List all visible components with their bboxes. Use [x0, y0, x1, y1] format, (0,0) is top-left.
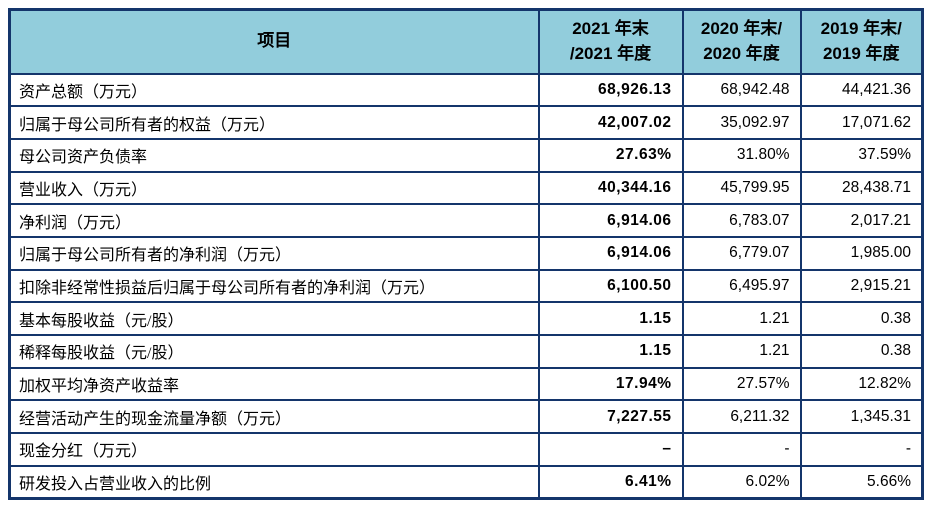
value-2020: 1.21 — [681, 334, 802, 369]
header-2019-column: 2019 年末/ 2019 年度 — [799, 8, 924, 75]
value-2019: 17,071.62 — [799, 105, 924, 140]
table-row: 净利润（万元） 6,914.06 6,783.07 2,017.21 — [8, 203, 924, 238]
value-2020: 6,211.32 — [681, 399, 802, 435]
value-2019: 28,438.71 — [799, 170, 924, 206]
value-2019: 0.38 — [799, 301, 924, 336]
value-2021: 40,344.16 — [537, 170, 684, 206]
table-row: 资产总额（万元） 68,926.13 68,942.48 44,421.36 — [8, 72, 924, 108]
row-label: 扣除非经常性损益后归属于母公司所有者的净利润（万元） — [8, 268, 540, 304]
row-label: 研发投入占营业收入的比例 — [8, 464, 540, 500]
table-row: 归属于母公司所有者的净利润（万元） 6,914.06 6,779.07 1,985.0… — [8, 235, 924, 271]
value-2021: 17.94% — [537, 366, 684, 402]
value-2021: 27.63% — [537, 137, 684, 173]
value-2021: 6,914.06 — [537, 203, 684, 238]
value-2019: 12.82% — [799, 366, 924, 402]
value-2021: 1.15 — [537, 334, 684, 369]
value-2020: 6,779.07 — [681, 235, 802, 271]
value-2020: 35,092.97 — [681, 105, 802, 140]
table-row: 基本每股收益（元/股） 1.15 1.21 0.38 — [8, 301, 924, 336]
value-2019: - — [799, 432, 924, 467]
value-2020: 6.02% — [681, 464, 802, 500]
value-2020: 6,783.07 — [681, 203, 802, 238]
value-2019: 0.38 — [799, 334, 924, 369]
value-2020: - — [681, 432, 802, 467]
row-label: 母公司资产负债率 — [8, 137, 540, 173]
header-row: 项目 2021 年末 /2021 年度 2020 年末/ 2020 年度 201… — [8, 8, 924, 75]
value-2019: 37.59% — [799, 137, 924, 173]
value-2019: 44,421.36 — [799, 72, 924, 108]
header-item-label: 项目 — [257, 31, 292, 51]
value-2020: 45,799.95 — [681, 170, 802, 206]
header-2020-line1: 2020 年末/ — [700, 19, 783, 39]
value-2021: 68,926.13 — [537, 72, 684, 108]
value-2021: – — [537, 432, 684, 467]
value-2020: 68,942.48 — [681, 72, 802, 108]
row-label: 稀释每股收益（元/股） — [8, 334, 540, 369]
value-2019: 2,915.21 — [799, 268, 924, 304]
value-2021: 42,007.02 — [537, 105, 684, 140]
value-2019: 1,345.31 — [799, 399, 924, 435]
row-label: 净利润（万元） — [8, 203, 540, 238]
row-label: 资产总额（万元） — [8, 72, 540, 108]
table-row: 加权平均净资产收益率 17.94% 27.57% 12.82% — [8, 366, 924, 402]
value-2020: 6,495.97 — [681, 268, 802, 304]
value-2020: 27.57% — [681, 366, 802, 402]
table-row: 扣除非经常性损益后归属于母公司所有者的净利润（万元） 6,100.50 6,495.… — [8, 268, 924, 304]
table-row: 归属于母公司所有者的权益（万元） 42,007.02 35,092.97 17,071… — [8, 105, 924, 140]
row-label: 归属于母公司所有者的净利润（万元） — [8, 235, 540, 271]
header-2020-column: 2020 年末/ 2020 年度 — [681, 8, 802, 75]
table-row: 现金分红（万元） – - - — [8, 432, 924, 467]
row-label: 经营活动产生的现金流量净额（万元） — [8, 399, 540, 435]
header-2021-column: 2021 年末 /2021 年度 — [537, 8, 684, 75]
table-header: 项目 2021 年末 /2021 年度 2020 年末/ 2020 年度 201… — [8, 8, 924, 75]
table-row: 母公司资产负债率 27.63% 31.80% 37.59% — [8, 137, 924, 173]
table-row: 营业收入（万元） 40,344.16 45,799.95 28,438.71 — [8, 170, 924, 206]
header-2020-line2: 2020 年度 — [703, 43, 780, 63]
table-body: 资产总额（万元） 68,926.13 68,942.48 44,421.36 归属于母公… — [8, 72, 924, 500]
header-item-column: 项目 — [8, 8, 540, 75]
row-label: 基本每股收益（元/股） — [8, 301, 540, 336]
value-2019: 2,017.21 — [799, 203, 924, 238]
value-2021: 7,227.55 — [537, 399, 684, 435]
header-2019-line1: 2019 年末/ — [820, 19, 902, 39]
row-label: 加权平均净资产收益率 — [8, 366, 540, 402]
value-2021: 6.41% — [537, 464, 684, 500]
value-2020: 1.21 — [681, 301, 802, 336]
value-2021: 1.15 — [537, 301, 684, 336]
header-2021-line1: 2021 年末 — [572, 19, 649, 39]
financial-summary-table: 项目 2021 年末 /2021 年度 2020 年末/ 2020 年度 201… — [8, 8, 924, 500]
value-2021: 6,100.50 — [537, 268, 684, 304]
row-label: 归属于母公司所有者的权益（万元） — [8, 105, 540, 140]
header-2019-line2: 2019 年度 — [822, 43, 900, 63]
row-label: 现金分红（万元） — [8, 432, 540, 467]
header-2021-line2: /2021 年度 — [569, 43, 652, 63]
row-label: 营业收入（万元） — [8, 170, 540, 206]
table-row: 稀释每股收益（元/股） 1.15 1.21 0.38 — [8, 334, 924, 369]
table-row: 经营活动产生的现金流量净额（万元） 7,227.55 6,211.32 1,345.3… — [8, 399, 924, 435]
value-2020: 31.80% — [681, 137, 802, 173]
value-2021: 6,914.06 — [537, 235, 684, 271]
table-row: 研发投入占营业收入的比例 6.41% 6.02% 5.66% — [8, 464, 924, 500]
value-2019: 5.66% — [799, 464, 924, 500]
value-2019: 1,985.00 — [799, 235, 924, 271]
